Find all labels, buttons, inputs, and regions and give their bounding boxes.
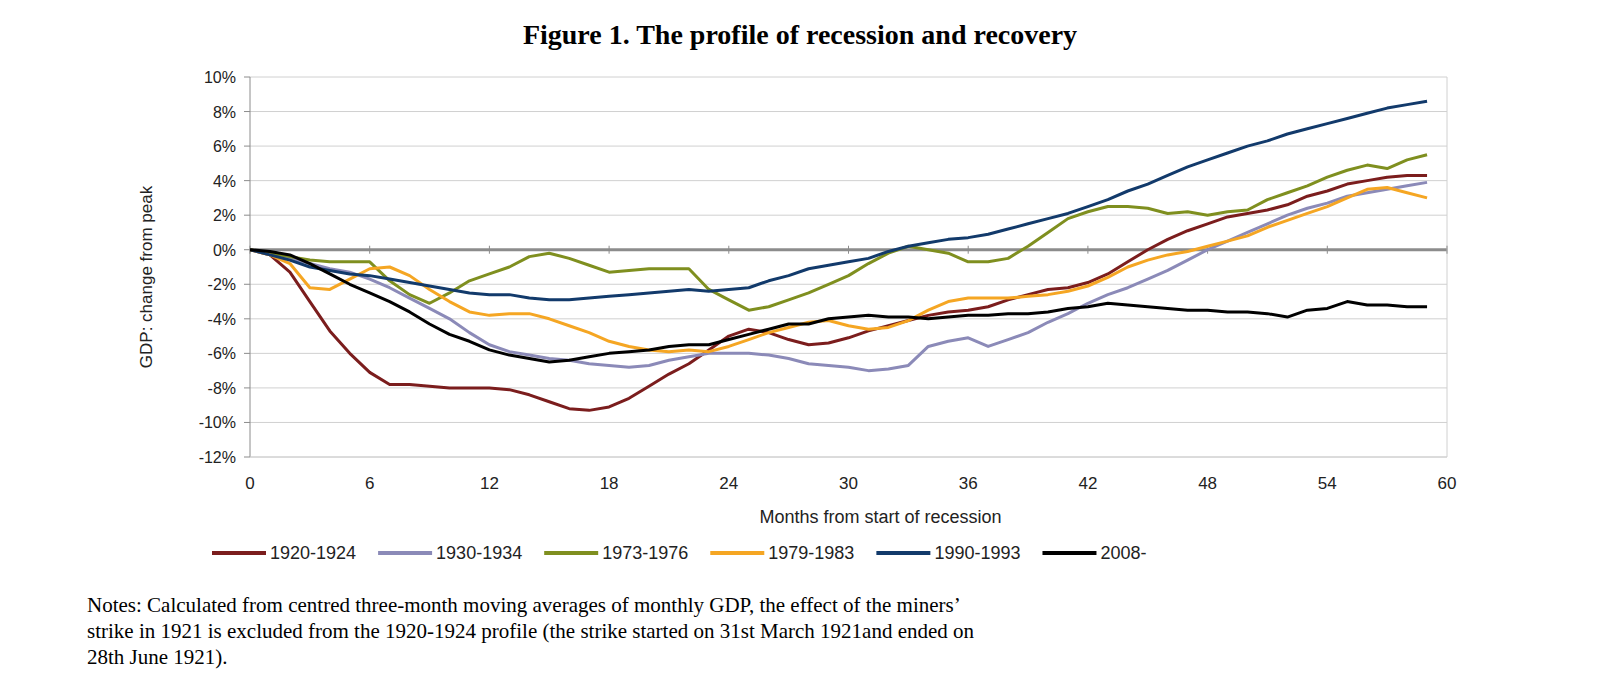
- y-tick-label: 2%: [213, 207, 236, 224]
- legend-swatch: [710, 551, 764, 555]
- legend-label: 1973-1976: [602, 543, 688, 563]
- series-line: [250, 182, 1427, 370]
- series-lines: [250, 101, 1427, 410]
- grid-line: [250, 215, 1447, 216]
- x-tick: [1327, 246, 1328, 254]
- y-tick: [244, 457, 250, 458]
- legend-label: 1979-1983: [768, 543, 854, 563]
- x-tick: [848, 246, 849, 254]
- x-tick-label: 18: [600, 474, 619, 493]
- x-tick-label: 0: [245, 474, 254, 493]
- x-tick: [1447, 246, 1448, 254]
- grid-line: [250, 77, 1447, 78]
- x-tick-label: 12: [480, 474, 499, 493]
- legend-label: 1930-1934: [436, 543, 522, 563]
- legend-swatch: [212, 551, 266, 555]
- plot-frame: [1447, 77, 1448, 457]
- legend-swatch: [1042, 551, 1096, 555]
- legend-label: 1920-1924: [270, 543, 356, 563]
- y-tick: [244, 422, 250, 423]
- x-tick: [369, 246, 370, 254]
- x-tick-label: 54: [1318, 474, 1337, 493]
- x-tick-label: 30: [839, 474, 858, 493]
- chart: Figure 1. The profile of recession and r…: [0, 0, 1600, 700]
- y-tick: [244, 180, 250, 181]
- series-line: [250, 101, 1427, 300]
- plot-frame: [250, 457, 1447, 458]
- y-tick: [244, 146, 250, 147]
- y-tick-label: -6%: [208, 345, 236, 362]
- grid-line: [250, 457, 1447, 458]
- y-tick-label: 4%: [213, 173, 236, 190]
- y-tick: [244, 318, 250, 319]
- y-tick-label: 0%: [213, 242, 236, 259]
- grid-line: [250, 146, 1447, 147]
- y-tick: [244, 77, 250, 78]
- y-tick-label: -10%: [199, 414, 236, 431]
- y-tick: [244, 249, 250, 250]
- legend-label: 2008-: [1100, 543, 1146, 563]
- y-axis-label: GDP: change from peak: [137, 185, 156, 368]
- note-line: 28th June 1921).: [87, 645, 228, 669]
- y-tick: [244, 353, 250, 354]
- y-tick-label: 10%: [204, 69, 236, 86]
- y-tick-label: 6%: [213, 138, 236, 155]
- grid-line: [250, 180, 1447, 181]
- grid-line: [250, 422, 1447, 423]
- x-tick-label: 42: [1078, 474, 1097, 493]
- y-axis: [250, 77, 251, 457]
- x-tick: [968, 246, 969, 254]
- legend-swatch: [876, 551, 930, 555]
- grid: [250, 77, 1447, 457]
- x-tick-label: 48: [1198, 474, 1217, 493]
- x-tick-label: 6: [365, 474, 374, 493]
- y-tick: [244, 111, 250, 112]
- x-tick-label: 24: [719, 474, 738, 493]
- x-axis-label: Months from start of recession: [759, 507, 1001, 527]
- y-tick: [244, 215, 250, 216]
- x-tick: [1087, 246, 1088, 254]
- grid-line: [250, 111, 1447, 112]
- legend-swatch: [378, 551, 432, 555]
- x-tick: [728, 246, 729, 254]
- x-tick-label: 60: [1438, 474, 1457, 493]
- legend-label: 1990-1993: [934, 543, 1020, 563]
- y-tick-label: -4%: [208, 311, 236, 328]
- series-line: [250, 175, 1427, 410]
- note-line: Notes: Calculated from centred three-mon…: [87, 593, 961, 617]
- grid-line: [250, 353, 1447, 354]
- legend-swatch: [544, 551, 598, 555]
- legend: 1920-1924 1930-1934 1973-1976 1979-1983 1990…: [212, 543, 1147, 563]
- y-tick-label: -8%: [208, 380, 236, 397]
- x-tick: [609, 246, 610, 254]
- series-line: [250, 188, 1427, 352]
- y-tick-label: -12%: [199, 449, 236, 466]
- y-tick-label: 8%: [213, 104, 236, 121]
- y-tick-label: -2%: [208, 276, 236, 293]
- title: Figure 1. The profile of recession and r…: [523, 19, 1077, 50]
- y-tick: [244, 284, 250, 285]
- x-tick-label: 36: [959, 474, 978, 493]
- series-line: [250, 250, 1427, 362]
- note-line: strike in 1921 is excluded from the 1920…: [87, 619, 975, 643]
- x-tick: [489, 246, 490, 254]
- y-tick: [244, 387, 250, 388]
